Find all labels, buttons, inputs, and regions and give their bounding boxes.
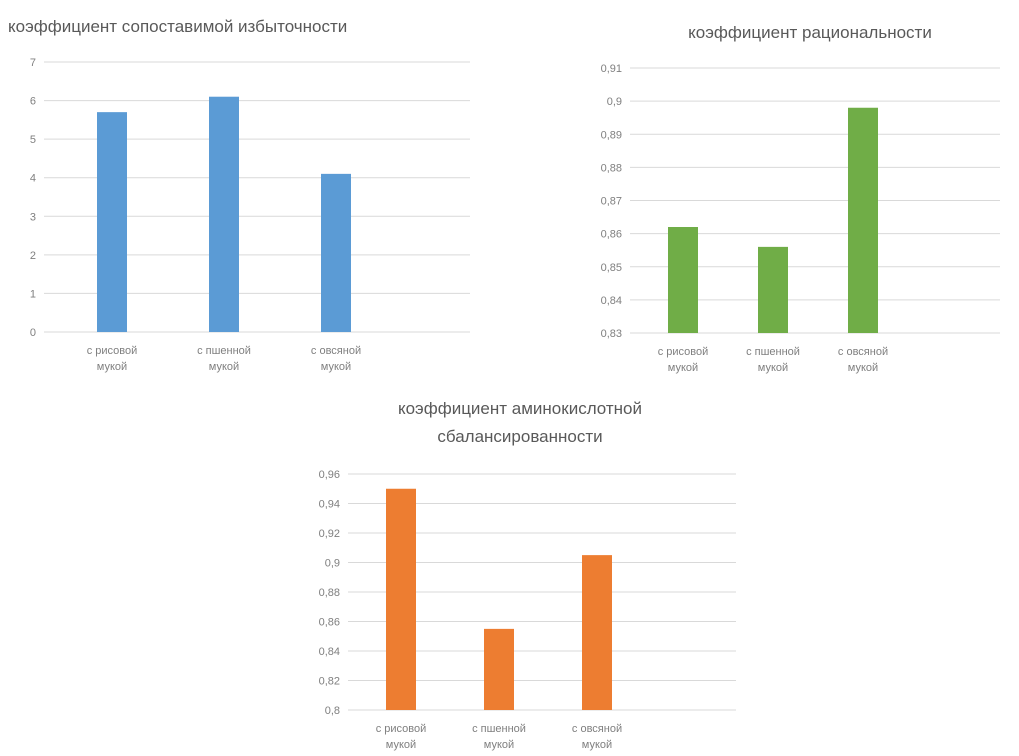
y-tick-label: 4 (30, 173, 36, 185)
chart-title-line-1: коэффициент аминокислотной (397, 399, 643, 418)
chart-amino-balance: коэффициент аминокислотной сбалансирован… (280, 390, 750, 756)
x-tick-label: с овсяной (838, 346, 888, 358)
y-tick-label: 0,94 (319, 499, 340, 511)
y-tick-label: 0,83 (601, 328, 622, 340)
y-tick-label: 0,9 (325, 558, 340, 570)
x-tick-label: мукой (758, 362, 788, 374)
y-tick-label: 0 (30, 327, 36, 339)
x-tick-label: мукой (848, 362, 878, 374)
x-tick-label: мукой (97, 361, 127, 373)
y-tick-label: 1 (30, 288, 36, 300)
y-tick-label: 0,86 (319, 617, 340, 629)
chart-rationality: коэффициент рациональности 0,83 0,84 0,85 0… (560, 0, 1019, 400)
bar (582, 555, 612, 710)
x-tick-label: с пшенной (472, 723, 526, 735)
y-tick-label: 0,84 (319, 646, 340, 658)
bar (321, 173, 351, 332)
y-tick-label: 0,96 (319, 469, 340, 481)
y-tick-label: 0,85 (601, 262, 622, 274)
chart-svg: 0,8 0,82 0,84 0,86 0,88 0,9 0,92 0,94 0,96 с рисо… (319, 469, 736, 751)
y-tick-label: 0,92 (319, 528, 340, 540)
x-tick-label: мукой (484, 739, 514, 751)
x-tick-label: мукой (321, 361, 351, 373)
y-tick-label: 6 (30, 96, 36, 108)
y-tick-label: 0,9 (607, 96, 622, 108)
y-tick-label: 0,86 (601, 229, 622, 241)
y-tick-label: 5 (30, 134, 36, 146)
chart-svg: 0,83 0,84 0,85 0,86 0,87 0,88 0,89 0,9 0,91 с рис… (601, 63, 1000, 374)
bar (209, 96, 239, 332)
y-tick-label: 0,87 (601, 196, 622, 208)
y-tick-label: 7 (30, 57, 36, 69)
y-tick-label: 0,8 (325, 705, 340, 717)
chart-redundancy: коэффициент сопоставимой избыточности 0 1… (0, 0, 490, 400)
x-tick-label: с рисовой (658, 346, 709, 358)
x-tick-label: с овсяной (572, 723, 622, 735)
x-tick-label: мукой (668, 362, 698, 374)
y-tick-label: 0,89 (601, 129, 622, 141)
y-tick-label: 0,82 (319, 676, 340, 688)
x-tick-label: с рисовой (87, 345, 138, 357)
bar (758, 246, 788, 333)
x-tick-label: с овсяной (311, 345, 361, 357)
bar (484, 628, 514, 710)
y-tick-label: 3 (30, 211, 36, 223)
bar (848, 107, 878, 333)
y-tick-label: 0,88 (319, 587, 340, 599)
bar (386, 488, 416, 710)
x-tick-label: мукой (582, 739, 612, 751)
x-tick-label: мукой (386, 739, 416, 751)
bar (97, 112, 127, 333)
y-tick-label: 2 (30, 250, 36, 262)
x-tick-label: с пшенной (746, 346, 800, 358)
chart-svg: 0 1 2 3 4 5 6 7 с рисовой мукой с пшенной мукой с ов… (30, 57, 470, 373)
chart-title: коэффициент сопоставимой избыточности (8, 17, 348, 36)
y-tick-label: 0,91 (601, 63, 622, 75)
chart-title: коэффициент рациональности (688, 23, 932, 42)
chart-title-line-2: сбалансированности (437, 427, 603, 446)
y-tick-label: 0,84 (601, 295, 622, 307)
bar (668, 227, 698, 333)
y-tick-label: 0,88 (601, 162, 622, 174)
x-tick-label: мукой (209, 361, 239, 373)
x-tick-label: с пшенной (197, 345, 251, 357)
x-tick-label: с рисовой (376, 723, 427, 735)
